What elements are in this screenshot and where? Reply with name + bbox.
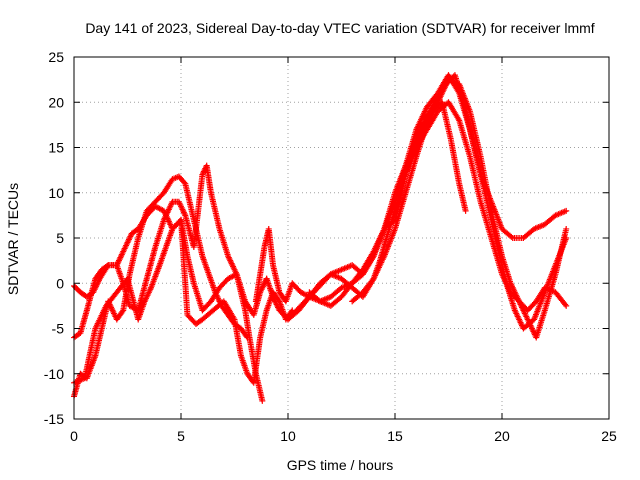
y-tick-label: 0: [56, 275, 64, 291]
grid-lines: [74, 57, 609, 419]
data-point: [563, 207, 570, 214]
x-tick-label: 0: [70, 428, 78, 444]
x-tick-label: 5: [177, 428, 185, 444]
chart-title: Day 141 of 2023, Sidereal Day-to-day VTE…: [85, 20, 594, 36]
data-point: [462, 207, 469, 214]
series-track-4: [71, 216, 296, 386]
series-track-9: [349, 99, 469, 305]
axis-ticks: [73, 56, 610, 420]
y-tick-label: 5: [56, 230, 64, 246]
series-track-6: [263, 76, 570, 341]
x-tick-label: 25: [601, 428, 617, 444]
series-track-2: [71, 162, 266, 404]
x-tick-label: 15: [387, 428, 403, 444]
series-track-8: [306, 99, 570, 314]
y-tick-label: 10: [48, 185, 64, 201]
series-track-5: [252, 72, 570, 332]
y-tick-label: 25: [48, 49, 64, 65]
x-tick-label: 10: [280, 428, 296, 444]
y-tick-label: 20: [48, 94, 64, 110]
data-point: [563, 225, 570, 232]
y-axis-label: SDTVAR / TECUs: [5, 183, 21, 295]
tick-labels: 0 5 10 15 20 25 -15 -10 -5 0 5 10 15 20 25: [44, 49, 617, 444]
series-track-7: [285, 72, 570, 323]
data-point: [243, 333, 250, 340]
y-tick-label: -5: [52, 321, 65, 337]
x-tick-label: 20: [494, 428, 510, 444]
x-axis-label: GPS time / hours: [287, 457, 394, 473]
data-point: [508, 233, 515, 240]
y-tick-label: -10: [44, 366, 64, 382]
data-marks: [71, 72, 570, 404]
data-point: [562, 301, 569, 308]
data-point: [244, 334, 251, 341]
data-point: [119, 308, 126, 315]
y-tick-label: 15: [48, 140, 64, 156]
data-point: [563, 302, 570, 309]
data-point: [259, 397, 266, 404]
y-tick-label: -15: [44, 411, 64, 427]
